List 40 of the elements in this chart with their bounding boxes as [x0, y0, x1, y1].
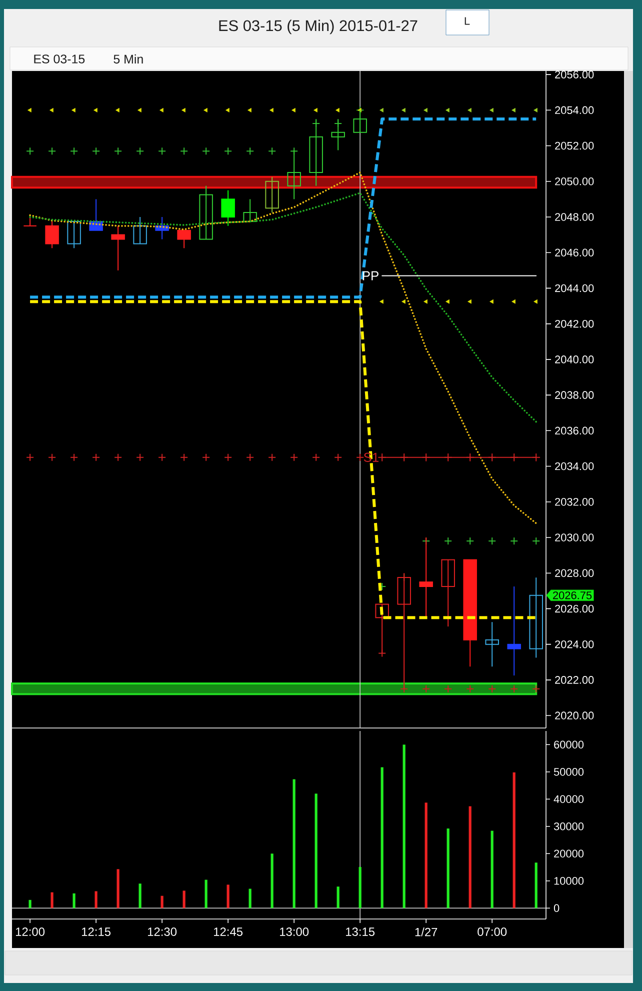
series-label: S1 — [364, 452, 378, 462]
x-tick-label: 12:45 — [214, 928, 243, 936]
y-tick-label: 2020.00 — [555, 712, 594, 720]
x-tick-label: 07:00 — [478, 928, 507, 936]
y-tick-label: 2056.00 — [555, 70, 594, 78]
x-tick-label: 12:15 — [82, 928, 110, 936]
y-tick-label: 2040.00 — [555, 356, 594, 364]
y-tick-label: 50000 — [554, 768, 584, 776]
y-tick-label: 2036.00 — [555, 426, 594, 435]
y-tick-label: 2032.00 — [555, 498, 594, 506]
y-tick-label: 0 — [554, 904, 560, 912]
y-tick-label: 20000 — [554, 850, 584, 858]
y-tick-label: 2034.00 — [555, 462, 594, 470]
y-tick-label: 2026.00 — [555, 604, 594, 613]
y-tick-label: 2022.00 — [555, 676, 594, 684]
y-tick-label: 2028.00 — [555, 569, 594, 577]
x-tick-label: 13:00 — [280, 928, 309, 936]
y-tick-label: 60000 — [554, 740, 584, 749]
x-tick-label: 12:00 — [16, 928, 45, 936]
y-tick-label: 2054.00 — [555, 106, 594, 114]
text: L — [464, 17, 470, 25]
text: ES 03-15 — [34, 54, 85, 64]
y-tick-label: 40000 — [554, 795, 584, 803]
text: 5 Min — [114, 54, 143, 64]
y-tick-label: 2048.00 — [555, 213, 594, 221]
x-tick-label: 1/27 — [415, 928, 438, 936]
y-tick-label: 2050.00 — [555, 178, 594, 186]
x-tick-label: 12:30 — [148, 928, 177, 936]
y-tick-label: 2052.00 — [555, 142, 594, 150]
y-tick-label: 2044.00 — [555, 284, 594, 292]
y-tick-label: 10000 — [554, 876, 584, 885]
y-tick-label: 2024.00 — [555, 640, 594, 648]
y-tick-label: 2046.00 — [555, 248, 594, 256]
chart-title: ES 03-15 (5 Min) 2015-01-27 — [219, 20, 418, 34]
y-tick-label: 30000 — [554, 822, 584, 830]
y-tick-label: 2042.00 — [555, 320, 594, 328]
text: 2026.75 — [553, 591, 592, 600]
y-tick-label: 2030.00 — [555, 534, 594, 542]
x-tick-label: 13:15 — [346, 928, 375, 936]
y-tick-label: 2038.00 — [555, 391, 594, 399]
